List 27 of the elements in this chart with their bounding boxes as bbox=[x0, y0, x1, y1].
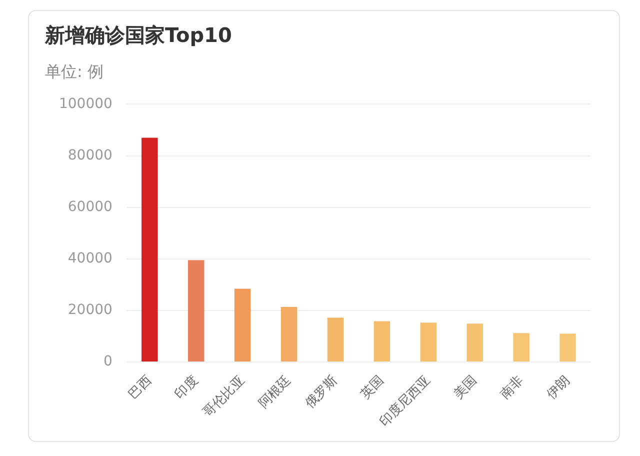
y-tick-label: 60000 bbox=[68, 198, 112, 215]
y-tick-label: 20000 bbox=[68, 302, 112, 318]
x-tick-label: 印度 bbox=[172, 372, 202, 402]
bar bbox=[513, 333, 530, 362]
y-tick-label: 40000 bbox=[68, 250, 112, 267]
y-tick-label: 80000 bbox=[68, 147, 112, 164]
x-tick-label: 巴西 bbox=[126, 373, 155, 402]
x-tick-label: 俄罗斯 bbox=[302, 373, 341, 412]
x-tick-label: 英国 bbox=[358, 373, 388, 402]
x-tick-label: 阿根廷 bbox=[256, 373, 294, 412]
chart-subtitle: 单位: 例 bbox=[45, 62, 104, 81]
bar bbox=[374, 321, 390, 362]
x-tick-label: 哥伦比亚 bbox=[200, 373, 248, 421]
y-tick-label: 0 bbox=[104, 354, 112, 370]
bar bbox=[188, 260, 204, 362]
bar bbox=[327, 318, 344, 362]
bar bbox=[280, 306, 298, 362]
bar bbox=[142, 138, 158, 362]
bar bbox=[420, 322, 437, 362]
bar bbox=[466, 324, 483, 362]
bar bbox=[560, 334, 576, 362]
x-tick-label: 伊朗 bbox=[543, 372, 573, 402]
chart-title: 新增确诊国家Top10 bbox=[44, 23, 232, 48]
x-tick-label: 美国 bbox=[450, 372, 480, 402]
bar bbox=[234, 288, 251, 362]
y-tick-label: 100000 bbox=[58, 96, 112, 112]
x-tick-label: 南非 bbox=[498, 373, 527, 402]
